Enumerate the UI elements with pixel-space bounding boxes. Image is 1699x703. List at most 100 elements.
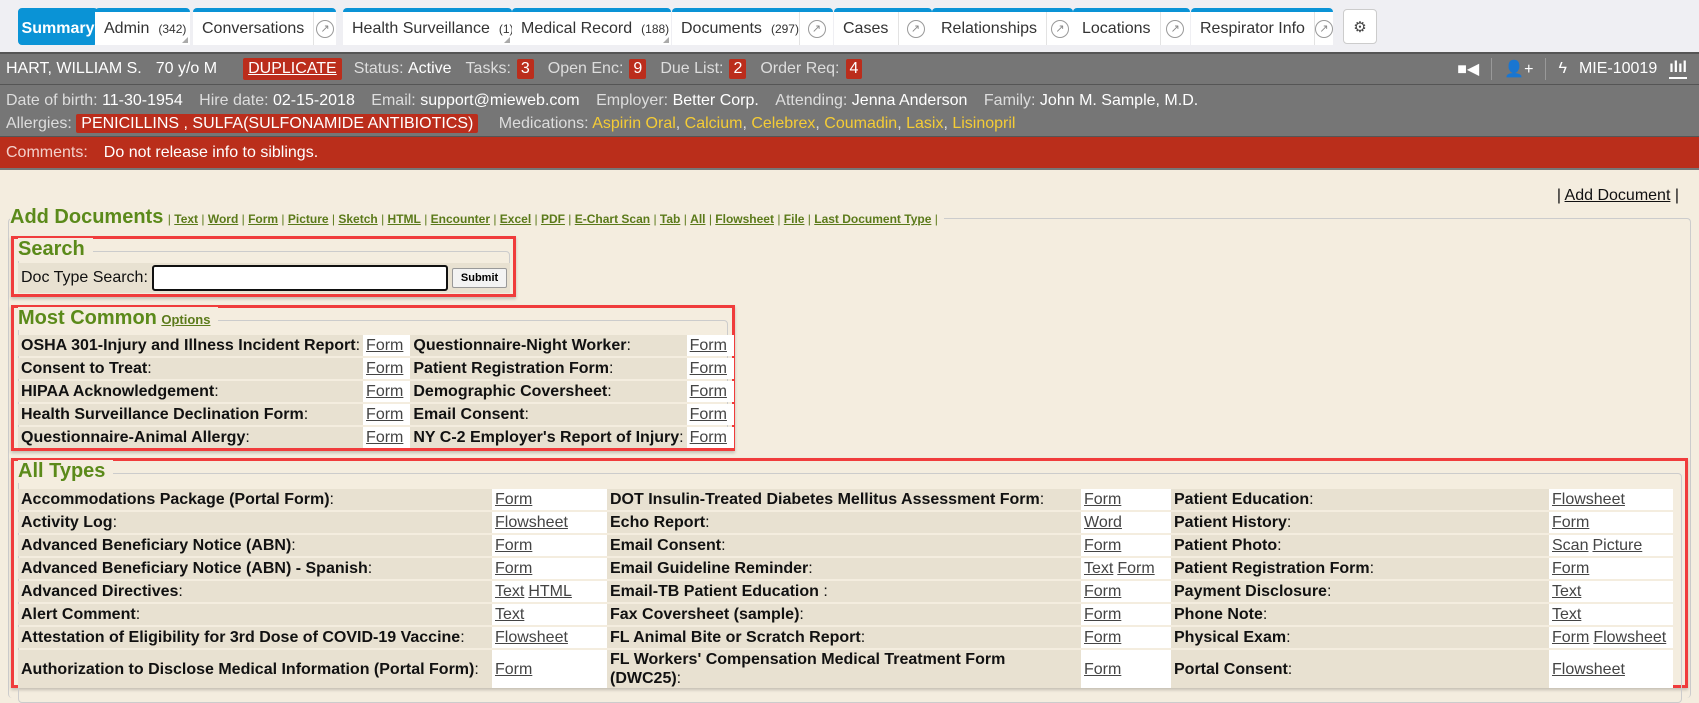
doc-format-link[interactable]: Form — [1552, 514, 1590, 531]
doc-format-link[interactable]: Form — [1084, 660, 1122, 678]
medications-label: Medications: — [498, 115, 589, 132]
tab-respirator-info[interactable]: Respirator Info ↗ — [1191, 8, 1333, 45]
tab-medical-record[interactable]: Medical Record (188) — [512, 8, 671, 45]
doc-format-link[interactable]: Form — [1084, 583, 1122, 600]
doc-type-name: Patient Education: — [1171, 489, 1549, 510]
dropdown-corner-icon[interactable] — [182, 37, 188, 43]
doc-format-link[interactable]: Flowsheet — [495, 514, 568, 531]
medication-link[interactable]: Celebrex — [751, 115, 816, 132]
doc-type-link[interactable]: Last Document Type — [814, 212, 932, 226]
doc-format-link[interactable]: Form — [366, 429, 404, 446]
doc-format-link[interactable]: Form — [366, 406, 404, 423]
doc-format-link[interactable]: Form — [1084, 537, 1122, 554]
doc-type-link[interactable]: All — [690, 212, 706, 226]
video-icon[interactable]: ■◀ — [1457, 61, 1480, 78]
doc-format-link[interactable]: Word — [1084, 514, 1122, 531]
doc-format-link[interactable]: Form — [1084, 629, 1122, 646]
doc-type-link[interactable]: E-Chart Scan — [574, 212, 651, 226]
duplicate-flag[interactable]: DUPLICATE — [243, 58, 342, 80]
doc-format-link[interactable]: Scan — [1552, 537, 1589, 554]
doc-format-link[interactable]: Form — [495, 491, 533, 508]
tab-documents[interactable]: Documents (297) ↗ — [672, 8, 833, 45]
tasks-badge[interactable]: 3 — [516, 59, 534, 79]
popout-button[interactable]: ↗ — [898, 12, 932, 45]
doc-type-link[interactable]: PDF — [540, 212, 565, 226]
doc-type-link[interactable]: Word — [207, 212, 239, 226]
doc-format-link[interactable]: Flowsheet — [495, 629, 568, 646]
doc-format-link[interactable]: Form — [689, 429, 727, 446]
medication-link[interactable]: Coumadin — [824, 115, 898, 132]
medication-link[interactable]: Aspirin Oral — [592, 115, 676, 132]
doc-format-link[interactable]: Flowsheet — [1552, 660, 1625, 678]
doc-type-link[interactable]: Flowsheet — [715, 212, 774, 226]
doc-format-link[interactable]: Form — [1084, 491, 1122, 508]
tab-admin[interactable]: Admin (342) — [95, 8, 190, 45]
tab-settings-button[interactable]: ⚙ — [1343, 9, 1377, 44]
popout-button[interactable]: ↗ — [799, 12, 833, 45]
tab-relationships[interactable]: Relationships ↗ — [932, 8, 1073, 45]
submit-button[interactable]: Submit — [451, 268, 508, 288]
doc-format-link[interactable]: Text — [1552, 583, 1582, 600]
doc-format-link[interactable]: Text — [495, 606, 525, 623]
doc-format-link[interactable]: Form — [689, 337, 727, 354]
due-list-badge[interactable]: 2 — [729, 59, 747, 79]
add-document-link[interactable]: Add Document — [1564, 187, 1671, 204]
external-arrow-icon: ↗ — [316, 19, 335, 38]
doc-format-link[interactable]: Form — [366, 337, 404, 354]
doc-format-link[interactable]: Form — [495, 537, 533, 554]
doc-format-link[interactable]: Text — [495, 583, 525, 600]
popout-button[interactable]: ↗ — [1046, 12, 1073, 45]
doc-format-link[interactable]: Flowsheet — [1552, 491, 1625, 508]
options-link[interactable]: Options — [161, 312, 211, 327]
doc-format-link[interactable]: Form — [689, 360, 727, 377]
doc-format-link[interactable]: Form — [1117, 560, 1155, 577]
add-user-icon[interactable]: 👤+ — [1504, 61, 1534, 78]
bar-chart-icon[interactable]: ılıl — [1669, 59, 1687, 79]
doc-type-link[interactable]: Picture — [287, 212, 329, 226]
doc-type-actions: Form — [686, 335, 734, 356]
doc-type-link[interactable]: Encounter — [430, 212, 490, 226]
popout-button[interactable]: ↗ — [313, 12, 336, 45]
popout-button[interactable]: ↗ — [1313, 12, 1333, 45]
lightning-icon[interactable]: ϟ — [1558, 60, 1567, 77]
doc-type-link[interactable]: Excel — [499, 212, 532, 226]
doc-format-link[interactable]: Form — [366, 360, 404, 377]
doc-format-link[interactable]: Form — [1552, 629, 1590, 646]
doc-type-search-input[interactable] — [151, 265, 448, 291]
tab-conversations[interactable]: Conversations ↗ — [193, 8, 336, 45]
doc-format-link[interactable]: Form — [689, 406, 727, 423]
tab-locations[interactable]: Locations ↗ — [1073, 8, 1190, 45]
order-req-badge[interactable]: 4 — [845, 59, 863, 79]
doc-type-link[interactable]: Text — [174, 212, 199, 226]
doc-format-link[interactable]: Form — [1084, 606, 1122, 623]
tab-count: (297) — [770, 21, 799, 36]
doc-format-link[interactable]: HTML — [528, 583, 572, 600]
dob-label: Date of birth: — [6, 92, 98, 109]
doc-format-link[interactable]: Text — [1552, 606, 1582, 623]
medication-link[interactable]: Calcium — [684, 115, 743, 132]
doc-type-link[interactable]: HTML — [387, 212, 421, 226]
doc-format-link[interactable]: Text — [1084, 560, 1114, 577]
doc-format-link[interactable]: Form — [689, 383, 727, 400]
tab-health-surveillance[interactable]: Health Surveillance (1) — [343, 8, 514, 45]
tab-cases[interactable]: Cases ↗ — [834, 8, 932, 45]
doc-type-link[interactable]: Form — [248, 212, 279, 226]
doc-format-link[interactable]: Form — [1552, 560, 1590, 577]
doc-type-name: HIPAA Acknowledgement: — [18, 381, 364, 402]
popout-button[interactable]: ↗ — [1159, 12, 1191, 45]
family-value: John M. Sample, M.D. — [1039, 92, 1199, 109]
dropdown-corner-icon[interactable] — [504, 37, 510, 43]
dropdown-corner-icon[interactable] — [663, 37, 669, 43]
doc-type-link[interactable]: Sketch — [338, 212, 378, 226]
medication-link[interactable]: Lasix — [906, 115, 944, 132]
tab-summary[interactable]: Summary — [18, 8, 98, 45]
open-enc-badge[interactable]: 9 — [629, 59, 647, 79]
doc-type-link[interactable]: Tab — [659, 212, 681, 226]
doc-format-link[interactable]: Form — [366, 383, 404, 400]
medication-link[interactable]: Lisinopril — [952, 115, 1016, 132]
doc-format-link[interactable]: Flowsheet — [1593, 629, 1667, 646]
doc-format-link[interactable]: Picture — [1592, 537, 1643, 554]
doc-format-link[interactable]: Form — [495, 560, 533, 577]
doc-format-link[interactable]: Form — [495, 660, 533, 678]
doc-type-link[interactable]: File — [783, 212, 805, 226]
